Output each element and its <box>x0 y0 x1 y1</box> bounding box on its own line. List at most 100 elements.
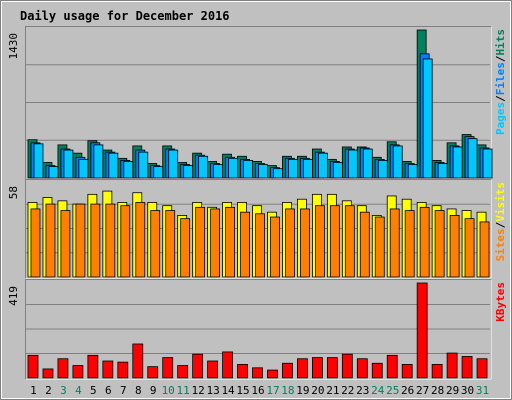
bar-pages <box>138 151 149 179</box>
bar-pages <box>407 164 418 179</box>
x-tick-label: 17 <box>266 384 279 397</box>
bar-kbytes <box>356 358 368 379</box>
bar-pages <box>258 164 268 179</box>
x-tick-label: 4 <box>75 384 82 397</box>
x-tick-label: 21 <box>326 384 339 397</box>
legend-visits-sites: Sites/Visits <box>494 182 507 262</box>
bar-kbytes <box>252 367 263 379</box>
bar-pages <box>198 155 209 179</box>
bar-sites <box>434 210 445 278</box>
legend-entry: Hits <box>494 29 507 56</box>
panel-kbytes: 419 KBytes <box>7 279 507 380</box>
bar-kbytes <box>132 343 144 379</box>
legend-entry: Sites <box>494 228 507 261</box>
bar-sites <box>270 216 280 278</box>
bar-pages <box>452 146 463 179</box>
x-tick-label: 20 <box>311 384 324 397</box>
bar-pages <box>63 149 74 179</box>
bar-pages <box>228 157 238 179</box>
bar-sites <box>60 210 71 278</box>
bar-pages <box>362 148 373 179</box>
bar-kbytes <box>102 360 114 379</box>
bar-sites <box>359 211 370 278</box>
legend-entry: KBytes <box>494 282 507 322</box>
x-tick-label: 9 <box>150 384 157 397</box>
bar-sites <box>300 208 310 278</box>
x-tick-label: 7 <box>120 384 127 397</box>
bar-pages <box>437 163 448 179</box>
bar-kbytes <box>476 358 488 379</box>
legend-entry: Files <box>494 62 507 95</box>
x-tick-label: 12 <box>192 384 205 397</box>
legend-entry: / <box>494 95 507 102</box>
bar-sites <box>240 211 250 278</box>
legend-entry: Visits <box>494 182 507 222</box>
x-tick-label: 28 <box>431 384 444 397</box>
bar-kbytes <box>72 365 84 379</box>
bar-kbytes <box>147 366 159 379</box>
x-tick-label: 8 <box>135 384 142 397</box>
x-tick-label: 11 <box>177 384 190 397</box>
x-tick-label: 30 <box>461 384 474 397</box>
x-axis-labels: 1 2 3 4 5 6 7 8 9 10 11 12 13 14 15 16 17 18 19 20 21 22 23 24 2… <box>30 384 489 397</box>
bar-sites <box>105 203 116 278</box>
bar-pages <box>332 162 343 179</box>
bar-pages <box>317 152 328 179</box>
bar-sites <box>120 205 131 278</box>
bar-kbytes <box>162 357 174 379</box>
bar-sites <box>314 205 325 278</box>
bar-sites <box>165 210 176 278</box>
legend-entry: / <box>494 55 507 62</box>
bar-sites <box>374 216 385 278</box>
bar-pages <box>303 158 313 179</box>
bar-kbytes <box>117 361 129 379</box>
x-tick-label: 1 <box>30 384 37 397</box>
bar-kbytes <box>207 360 219 379</box>
bar-pages <box>392 145 403 179</box>
bar-kbytes <box>341 353 353 379</box>
bar-pages <box>153 166 164 179</box>
legend-kbytes: KBytes <box>494 282 507 322</box>
x-tick-label: 10 <box>162 384 175 397</box>
x-tick-label: 14 <box>221 384 235 397</box>
bar-pages <box>482 148 493 179</box>
bar-kbytes <box>311 357 323 379</box>
x-tick-label: 25 <box>386 384 399 397</box>
bar-sites <box>404 210 415 278</box>
bar-pages <box>422 58 433 179</box>
x-tick-label: 2 <box>45 384 52 397</box>
bar-sites <box>449 215 460 278</box>
bar-kbytes <box>371 362 383 379</box>
x-tick-label: 27 <box>416 384 429 397</box>
bar-sites <box>329 205 340 278</box>
bar-pages <box>377 160 388 179</box>
bar-kbytes <box>297 358 308 379</box>
y-max-label: 419 <box>7 286 20 306</box>
bar-pages <box>48 166 59 179</box>
x-tick-label: 6 <box>105 384 112 397</box>
bar-sites <box>210 208 221 278</box>
bar-kbytes <box>416 282 428 379</box>
chart-title: Daily usage for December 2016 <box>20 9 230 23</box>
bar-kbytes <box>42 368 54 379</box>
bar-sites <box>45 203 56 278</box>
x-tick-label: 15 <box>236 384 249 397</box>
bar-kbytes <box>401 363 413 379</box>
bar-sites <box>389 208 400 278</box>
bar-kbytes <box>431 363 443 379</box>
bar-sites <box>225 206 235 278</box>
x-tick-label: 23 <box>356 384 369 397</box>
bar-sites <box>90 203 101 278</box>
bar-kbytes <box>222 351 233 379</box>
legend-entry: / <box>494 221 507 228</box>
bar-sites <box>180 218 191 278</box>
x-tick-label: 31 <box>476 384 489 397</box>
bar-pages <box>93 144 104 179</box>
x-tick-label: 13 <box>206 384 219 397</box>
bar-sites <box>419 206 430 278</box>
x-tick-label: 5 <box>90 384 97 397</box>
bar-pages <box>33 143 44 179</box>
panel-visits-sites: 58 Sites/Visits <box>7 179 507 279</box>
bar-pages <box>467 138 478 179</box>
